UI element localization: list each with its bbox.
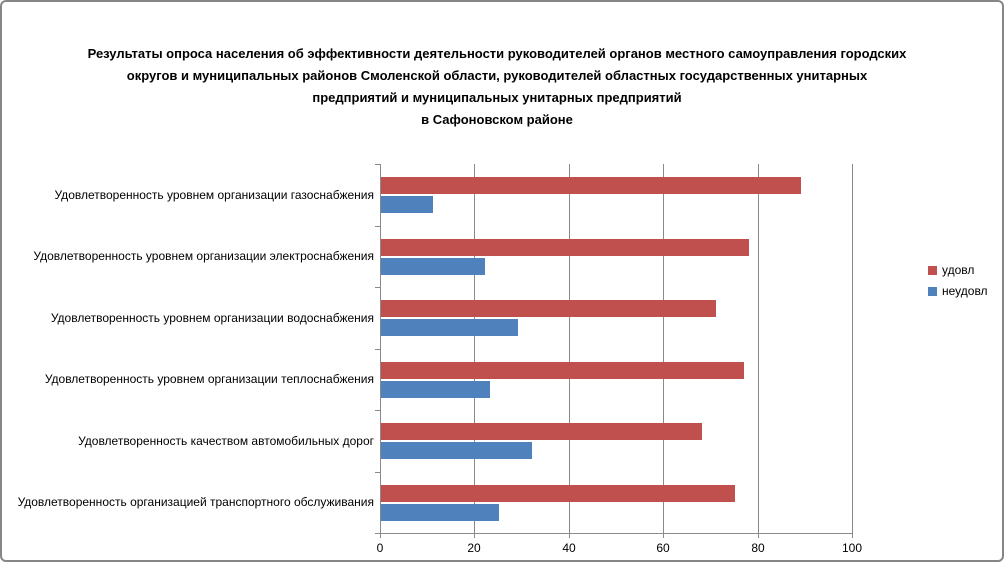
legend-item-neudovl: неудовл [928, 284, 988, 298]
y-axis-tick [375, 226, 380, 227]
bar-udovl [381, 239, 749, 256]
chart-title-line: предприятий и муниципальных унитарных пр… [312, 90, 682, 105]
x-axis-tick [663, 534, 664, 538]
gridline-100 [852, 164, 853, 533]
chart-title-line: в Сафоновском районе [421, 112, 573, 127]
bar-neudovl [381, 442, 532, 459]
y-axis-tick [375, 164, 380, 165]
plot-area [375, 164, 853, 538]
x-tick-label: 100 [841, 541, 863, 555]
bar-neudovl [381, 381, 490, 398]
x-tick-label: 0 [376, 541, 384, 555]
gridline-40 [569, 164, 570, 533]
bar-neudovl [381, 258, 485, 275]
legend-label: удовл [942, 263, 975, 277]
bar-udovl [381, 177, 801, 194]
legend-swatch-neudovl [928, 286, 937, 296]
bar-neudovl [381, 319, 518, 336]
x-tick-label: 20 [467, 541, 481, 555]
x-axis-tick [569, 534, 570, 538]
bar-udovl [381, 362, 744, 379]
x-axis-line [380, 533, 853, 534]
bar-neudovl [381, 504, 499, 521]
chart-title: Результаты опроса населения об эффективн… [2, 43, 992, 131]
category-label: Удовлетворенность организацией транспорт… [17, 495, 374, 509]
gridline-20 [474, 164, 475, 533]
legend-item-udovl: удовл [928, 263, 988, 277]
category-label: Удовлетворенность уровнем организации эл… [33, 249, 374, 263]
legend-swatch-udovl [928, 265, 937, 275]
y-axis-tick [375, 287, 380, 288]
gridline-60 [663, 164, 664, 533]
chart-title-line: Результаты опроса населения об эффективн… [87, 46, 907, 61]
gridline-80 [758, 164, 759, 533]
x-tick-label: 60 [656, 541, 670, 555]
x-tick-label: 40 [562, 541, 576, 555]
bar-neudovl [381, 196, 433, 213]
category-label: Удовлетворенность качеством автомобильны… [78, 434, 374, 448]
y-axis-tick [375, 410, 380, 411]
category-label: Удовлетворенность уровнем организации те… [44, 372, 374, 386]
category-label: Удовлетворенность уровнем организации во… [50, 311, 374, 325]
bar-udovl [381, 485, 735, 502]
y-axis-line [380, 164, 381, 533]
legend: удовл неудовл [928, 263, 988, 305]
y-axis-tick [375, 533, 380, 534]
x-axis-tick [852, 534, 853, 538]
y-axis-tick [375, 472, 380, 473]
x-axis-tick [758, 534, 759, 538]
category-label: Удовлетворенность уровнем организации га… [54, 188, 375, 202]
x-axis-tick [474, 534, 475, 538]
x-axis-tick [380, 534, 381, 538]
chart-title-line: округов и муниципальных районов Смоленск… [126, 68, 868, 83]
y-axis-tick [375, 349, 380, 350]
legend-label: неудовл [942, 284, 988, 298]
bar-udovl [381, 300, 716, 317]
x-tick-label: 80 [751, 541, 765, 555]
bar-udovl [381, 423, 702, 440]
